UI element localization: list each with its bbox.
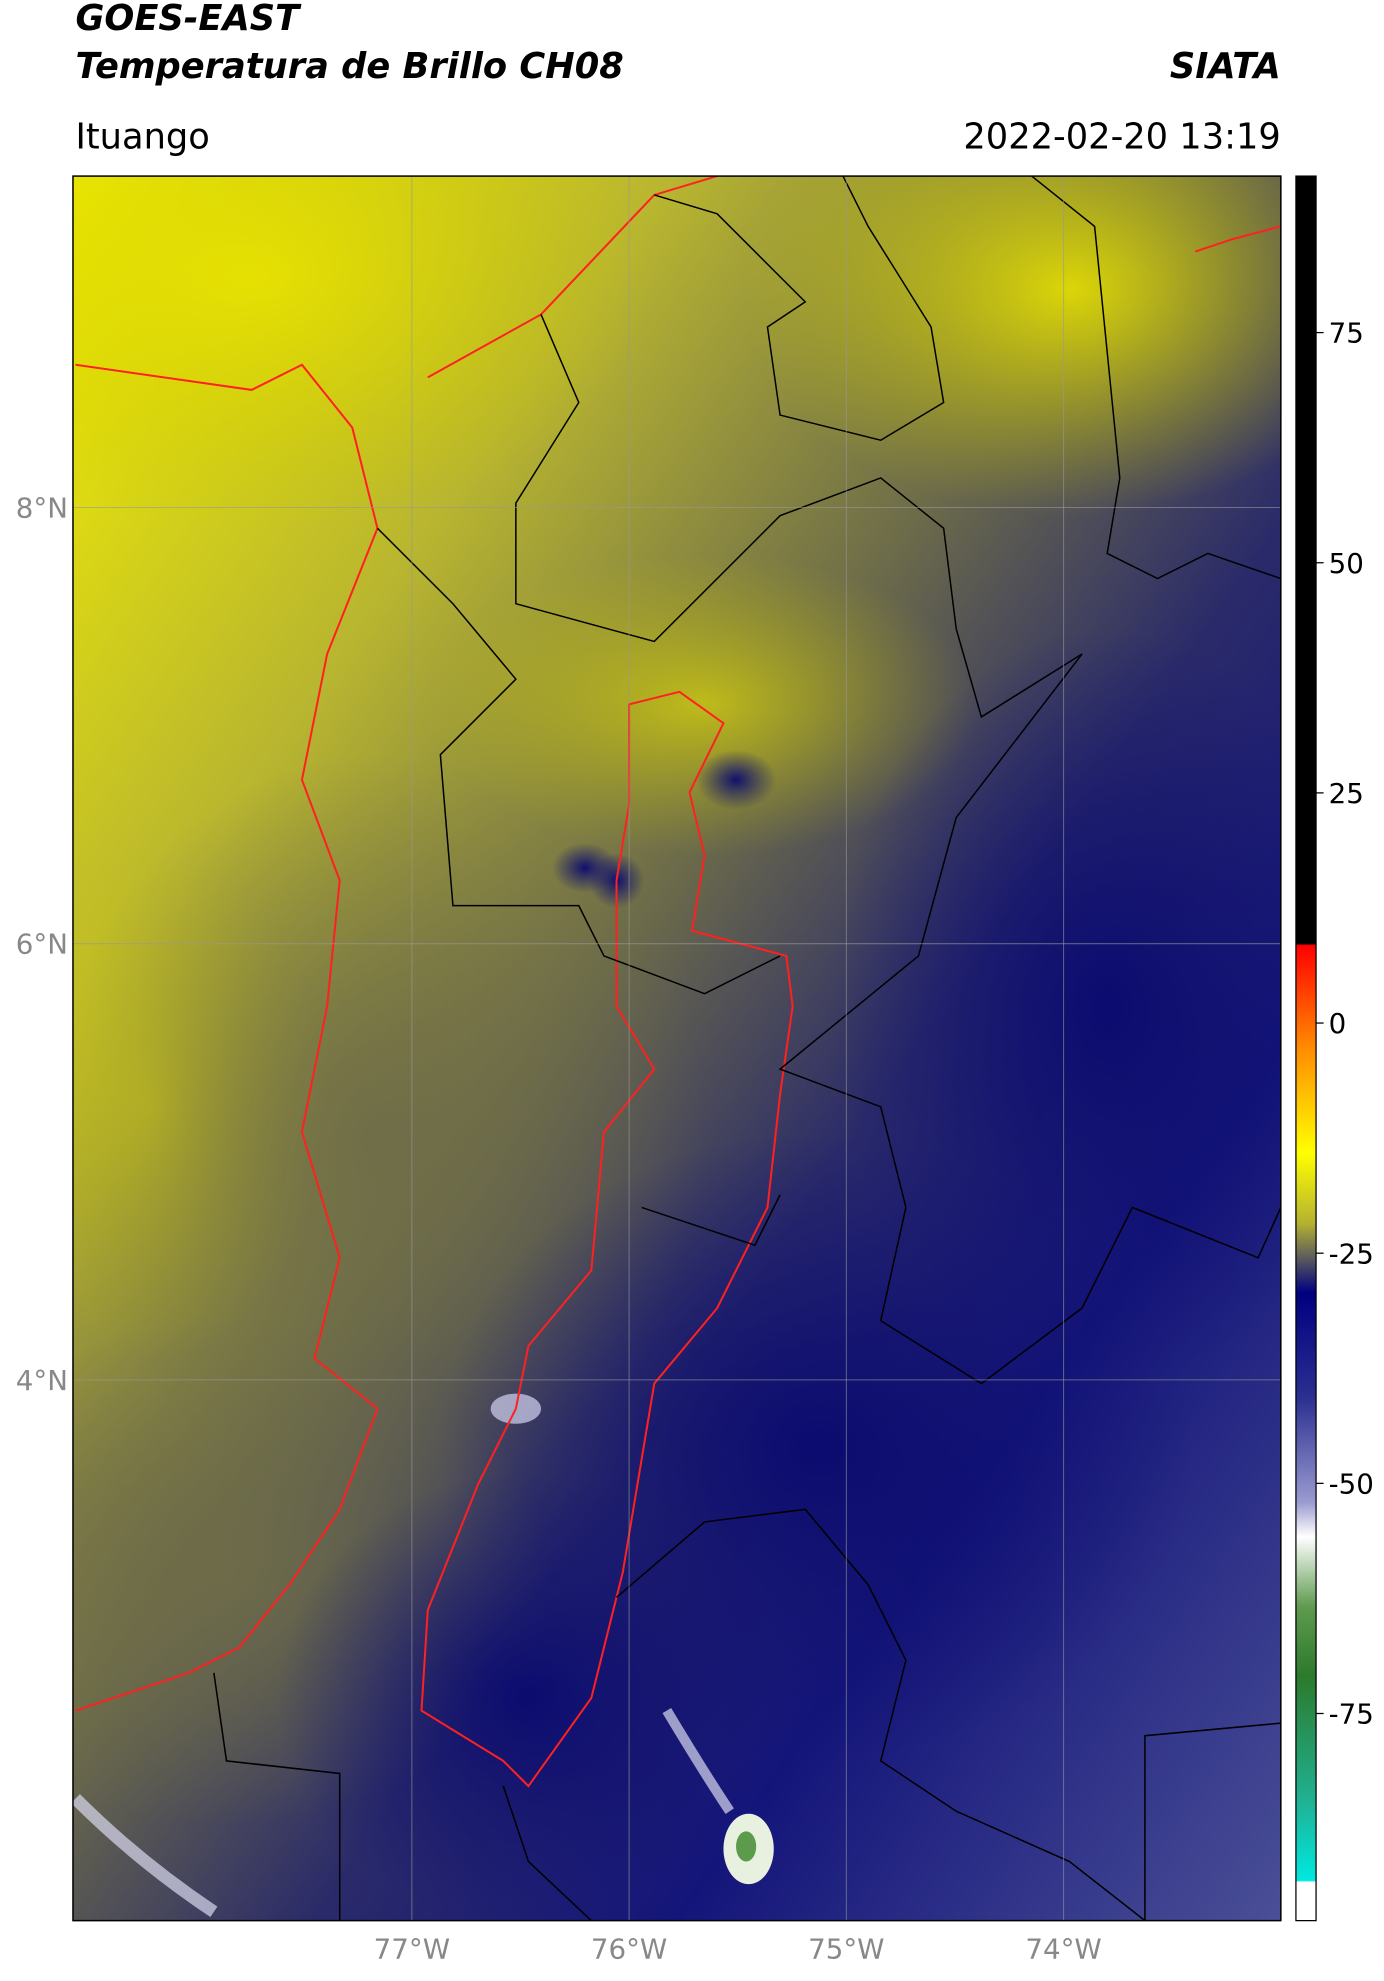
colorbar-tick-label: 50 <box>1329 547 1364 580</box>
colorbar <box>1295 175 1317 1922</box>
map-image <box>72 176 1281 1921</box>
x-tick-label: 74°W <box>1025 1932 1101 1965</box>
grid <box>72 176 1281 1921</box>
colorbar-tick-label: 25 <box>1329 777 1364 810</box>
colorbar-tick-label: -50 <box>1329 1467 1374 1500</box>
y-tick-label: 8°N <box>16 492 68 525</box>
datetime: 2022-02-20 13:19 <box>963 116 1280 157</box>
colorbar-tick-label: -75 <box>1329 1698 1374 1731</box>
map-frame <box>72 175 1282 1922</box>
x-tick-label: 76°W <box>591 1932 667 1965</box>
colorbar-tick-label: 75 <box>1329 317 1364 350</box>
colorbar-tick-label: 0 <box>1329 1007 1347 1040</box>
y-tick-label: 6°N <box>16 928 68 961</box>
region: Ituango <box>75 116 209 157</box>
colorbar-ticks: -75 -50 -25 0 25 50 75 <box>1316 317 1374 1731</box>
subtitle: Temperatura de Brillo CH08 <box>75 46 623 87</box>
map-ticks: 77°W 76°W 75°W 74°W 8°N 6°N 4°N <box>16 492 1102 1966</box>
colorbar-tick-label: -25 <box>1329 1237 1374 1270</box>
y-tick-label: 4°N <box>16 1364 68 1397</box>
x-tick-label: 75°W <box>808 1932 884 1965</box>
x-tick-label: 77°W <box>374 1932 450 1965</box>
title: GOES-EAST <box>75 0 302 39</box>
source: SIATA <box>1170 46 1281 87</box>
